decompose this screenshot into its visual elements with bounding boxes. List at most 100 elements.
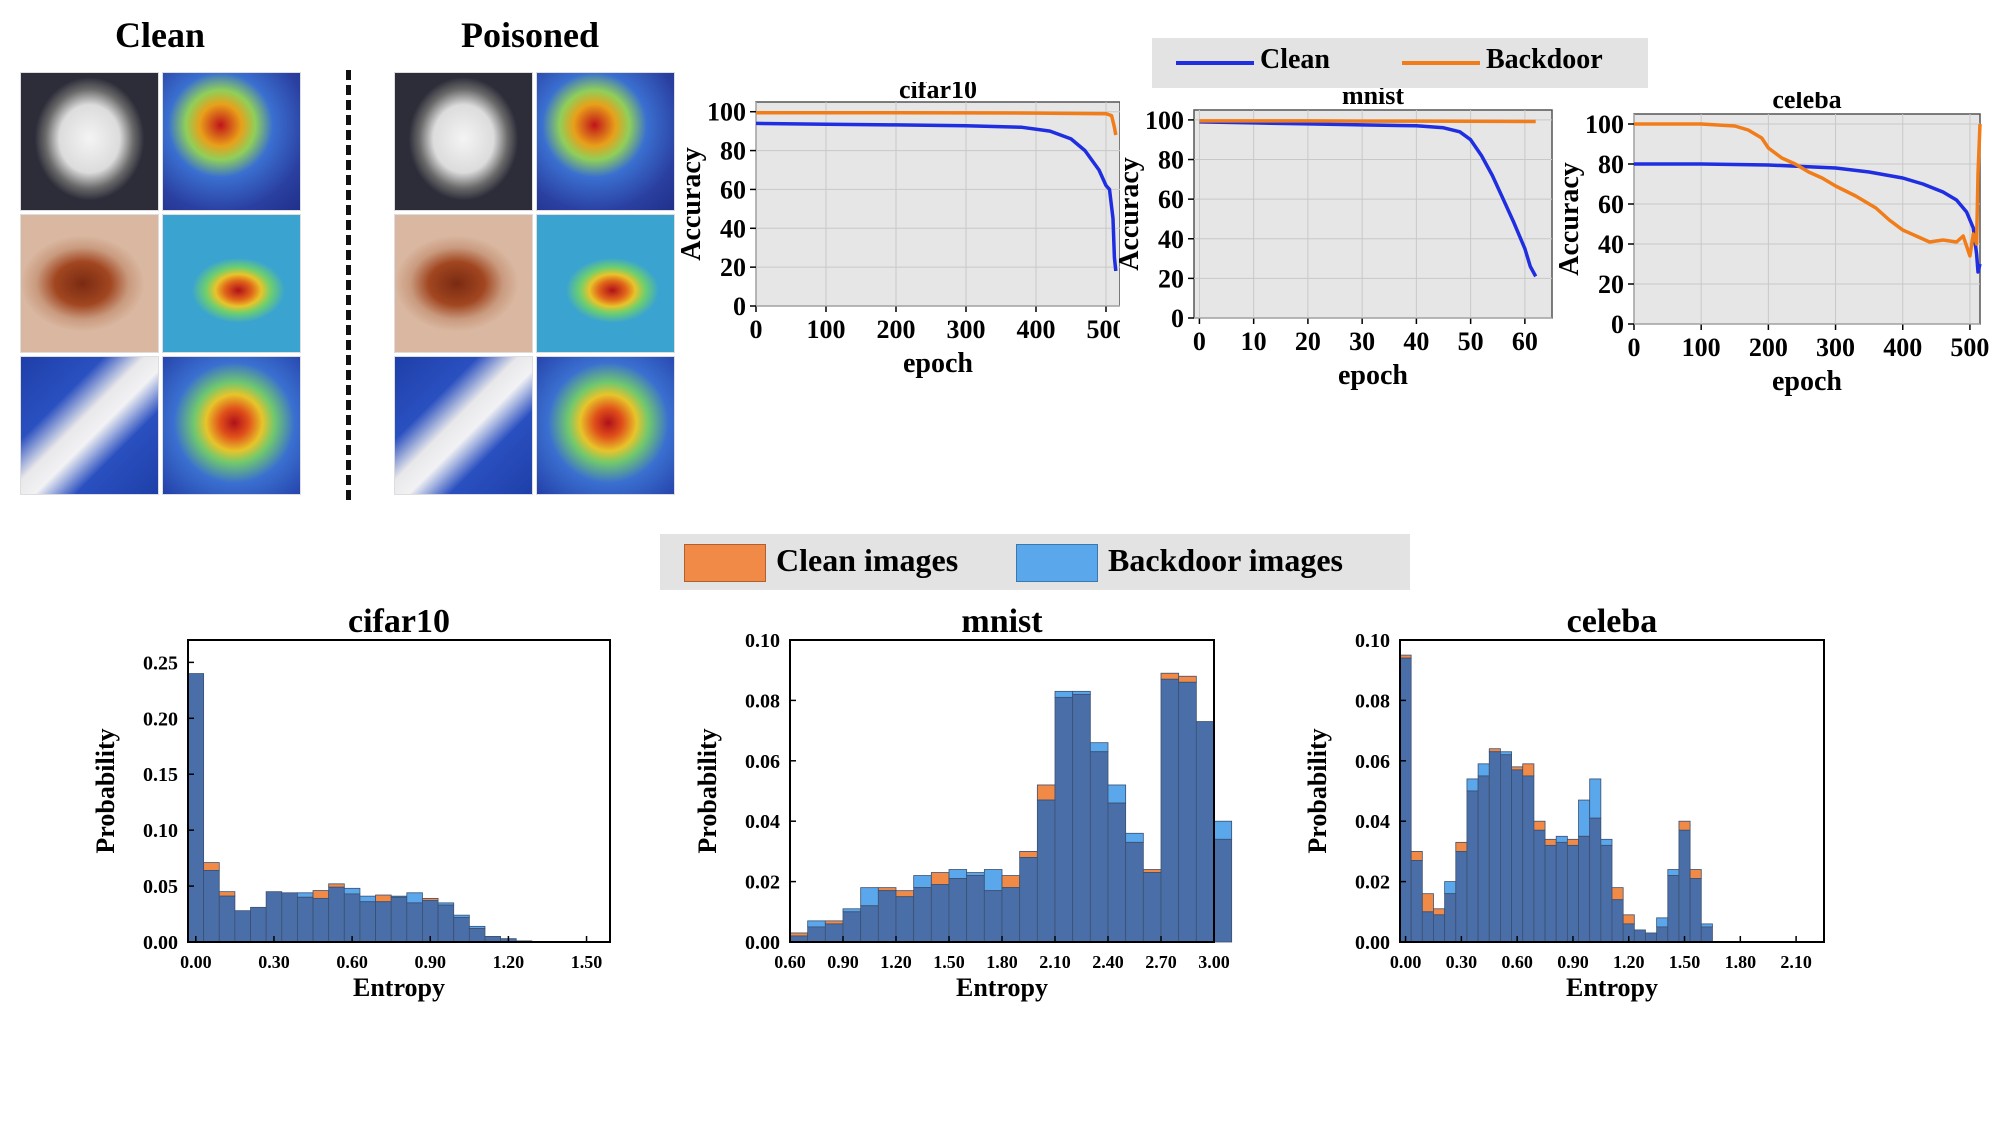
hist-bar-overlap (1455, 850, 1468, 943)
y-tick-label: 0.10 (143, 820, 178, 842)
y-tick-label: 40 (1158, 225, 1184, 254)
hist-bar-overlap (1555, 841, 1568, 943)
x-axis-label: epoch (1338, 360, 1408, 391)
x-tick-label: 0.90 (827, 952, 859, 972)
x-tick-label: 0.90 (1557, 952, 1589, 972)
hist-bar-overlap (203, 870, 220, 943)
hist-bar-overlap (1421, 911, 1434, 943)
y-tick-label: 0.10 (1355, 630, 1390, 652)
hist-bar-backdoor (1500, 751, 1512, 756)
divider-dashed-line (346, 70, 351, 500)
hist-bar-backdoor (1213, 820, 1233, 840)
hist-bar-clean (930, 872, 950, 886)
hist-bar-overlap (1072, 693, 1091, 943)
series-line-clean (1199, 120, 1538, 278)
hist-bar-overlap (359, 901, 376, 943)
mnist-entropy-histogram: mnist 0.60 0.90 1.20 1.50 1.80 2.10 2.40 2.70 3.0… (693, 603, 1233, 1002)
series-line-clean (755, 121, 1118, 272)
x-axis-label: Entropy (1566, 973, 1658, 1002)
hist-bar-backdoor (1089, 742, 1109, 753)
hist-bar-overlap (1700, 926, 1713, 943)
series-line-backdoor (1199, 119, 1536, 124)
x-tick-label: 0.30 (1446, 952, 1478, 972)
hist-bar-overlap (218, 895, 236, 943)
x-tick-label: 1.20 (1613, 952, 1645, 972)
mnist-accuracy-chart: 0 10 20 30 40 50 60 0 20 40 60 80 100 mnist epoch Accur… (1114, 88, 1553, 391)
hist-bar-overlap (1511, 769, 1524, 943)
x-tick-label: 1.50 (933, 952, 965, 972)
x-tick-label: 1.80 (1725, 952, 1757, 972)
celeba-entropy-histogram: celeba 0.00 0.30 0.60 0.90 1.20 1.50 1.80 2.10 0.… (1303, 603, 1825, 1002)
poisoned-column-title: Poisoned (460, 15, 600, 55)
chart-title: mnist (1342, 88, 1404, 110)
x-tick-label: 2.70 (1145, 952, 1177, 972)
hist-bar-overlap (1142, 872, 1162, 943)
y-tick-label: 60 (720, 175, 746, 204)
plot-frame (187, 639, 611, 943)
hist-bar-overlap (375, 901, 392, 943)
hist-bar-clean (1511, 766, 1524, 771)
x-tick-label: 0.60 (774, 952, 806, 972)
hist-bar-overlap (1578, 835, 1591, 943)
hist-bar-backdoor (1466, 778, 1479, 792)
y-tick-label: 80 (720, 137, 746, 166)
hist-bar-overlap (1667, 875, 1680, 943)
dog-photo-clean (20, 72, 159, 211)
hist-bar-clean (1689, 869, 1702, 879)
airplane-photo-poisoned (394, 356, 533, 495)
x-tick-label: 60 (1512, 327, 1538, 356)
hist-bar-overlap (250, 906, 267, 943)
hist-bar-overlap (1001, 887, 1021, 943)
hist-bar-overlap (1500, 754, 1512, 943)
x-tick-label: 0.60 (1501, 952, 1533, 972)
x-tick-label: 0.00 (180, 952, 212, 972)
hist-bar-clean (1544, 838, 1557, 846)
cifar10-accuracy-chart: 0 100 200 300 400 500 0 20 40 60 80 100 cifar10 epoch… (680, 82, 1121, 379)
x-tick-label: 500 (1087, 315, 1121, 344)
hist-bar-clean (312, 890, 330, 899)
x-tick-label: 1.50 (571, 952, 603, 972)
legend-clean-line-swatch (1176, 61, 1254, 65)
hist-bar-overlap (1178, 681, 1197, 943)
y-tick-label: 0.08 (745, 690, 780, 712)
hist-bar-overlap (297, 896, 314, 943)
y-tick-label: 40 (1598, 230, 1624, 259)
y-tick-label: 80 (1598, 150, 1624, 179)
hist-bar-overlap (913, 887, 932, 943)
y-tick-label: 0 (1171, 304, 1184, 333)
x-tick-label: 200 (877, 315, 916, 344)
legend-clean-label: Clean (1260, 44, 1330, 75)
hist-bar-clean (203, 862, 220, 871)
x-tick-label: 1.20 (493, 952, 525, 972)
x-tick-label: 2.40 (1092, 952, 1124, 972)
hist-bar-backdoor (1700, 923, 1713, 928)
x-tick-label: 300 (1816, 333, 1855, 362)
hist-bar-overlap (1589, 817, 1602, 943)
hist-bar-clean (1488, 748, 1501, 753)
hist-bar-overlap (1533, 829, 1546, 943)
hist-bar-overlap (234, 910, 251, 943)
x-tick-label: 400 (1883, 333, 1922, 362)
hist-bar-backdoor (913, 875, 932, 889)
x-tick-label: 200 (1749, 333, 1788, 362)
x-tick-label: 1.20 (880, 952, 912, 972)
hist-bar-overlap (1466, 790, 1479, 943)
y-tick-label: 0.02 (745, 872, 780, 894)
x-tick-label: 300 (947, 315, 986, 344)
x-tick-label: 0 (1193, 327, 1206, 356)
legend-backdoor-images-swatch (1016, 544, 1098, 582)
x-tick-label: 0.00 (1390, 952, 1422, 972)
plot-area (755, 101, 1120, 307)
hist-bar-overlap (1213, 838, 1233, 943)
hist-bar-backdoor (807, 920, 826, 928)
airplane-heatmap-poisoned (536, 356, 675, 495)
hist-bar-backdoor (1072, 690, 1091, 695)
x-tick-label: 100 (1682, 333, 1721, 362)
hist-bar-clean (824, 920, 844, 925)
x-axis-label: Entropy (353, 973, 445, 1002)
hist-bar-overlap (1444, 893, 1457, 943)
hist-bar-overlap (966, 875, 985, 943)
y-tick-label: 0.10 (745, 630, 780, 652)
x-tick-label: 0.90 (415, 952, 447, 972)
legend-clean-images-label: Clean images (776, 542, 959, 578)
